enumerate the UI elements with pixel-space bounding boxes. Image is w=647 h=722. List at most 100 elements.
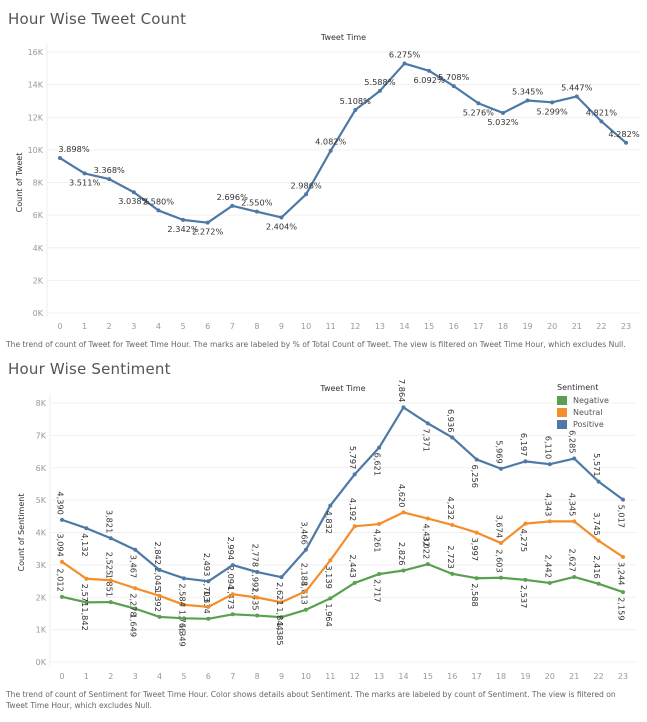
data-label: 4,192 xyxy=(348,498,358,521)
data-label: 2,537 xyxy=(519,585,529,608)
data-point xyxy=(108,578,113,583)
data-label: 5.032% xyxy=(487,117,518,127)
y-tick-label: 3K xyxy=(36,561,47,570)
legend-label: Negative xyxy=(573,396,609,405)
x-tick-label: 18 xyxy=(498,322,508,331)
data-label: 4,343 xyxy=(543,493,553,516)
x-tick-label: 23 xyxy=(621,322,631,331)
data-label: 4,345 xyxy=(568,493,578,516)
x-tick-label: 22 xyxy=(594,672,604,681)
data-point xyxy=(353,107,358,112)
data-point xyxy=(599,119,604,124)
data-point xyxy=(133,606,138,611)
data-point xyxy=(328,596,333,601)
x-tick-label: 17 xyxy=(473,322,483,331)
x-tick-label: 15 xyxy=(424,322,434,331)
y-tick-label: 8K xyxy=(36,399,47,408)
x-tick-label: 10 xyxy=(301,672,311,681)
data-point xyxy=(255,570,260,575)
data-point xyxy=(550,100,555,105)
legend-item-negative[interactable]: Negative xyxy=(557,396,609,405)
data-point xyxy=(621,590,625,595)
x-tick-label: 4 xyxy=(156,322,161,331)
data-label: 4,620 xyxy=(397,484,407,507)
data-label: 5.588% xyxy=(364,77,395,87)
x-tick-label: 11 xyxy=(326,322,336,331)
legend-swatch-neutral xyxy=(557,408,567,417)
data-point xyxy=(157,614,162,619)
data-label: 3,466 xyxy=(299,521,309,544)
data-label: 2,842 xyxy=(153,542,163,565)
x-tick-label: 21 xyxy=(569,672,579,681)
y-tick-label: 4K xyxy=(33,244,44,253)
x-tick-label: 4 xyxy=(157,672,162,681)
data-point xyxy=(84,526,89,531)
data-point xyxy=(279,600,284,605)
x-tick-label: 9 xyxy=(279,672,284,681)
data-point xyxy=(547,519,552,524)
data-label: 1,842 xyxy=(80,607,90,630)
data-point xyxy=(206,604,211,609)
data-point xyxy=(279,615,284,620)
data-point xyxy=(60,517,64,522)
data-point xyxy=(476,101,481,106)
data-point xyxy=(425,421,430,426)
data-point xyxy=(181,616,186,621)
legend-item-neutral[interactable]: Neutral xyxy=(557,408,609,417)
data-point xyxy=(108,600,113,605)
data-point xyxy=(303,547,308,552)
data-point xyxy=(425,562,430,567)
x-tick-label: 7 xyxy=(230,322,235,331)
data-point xyxy=(401,405,406,410)
legend-title: Sentiment xyxy=(557,383,599,392)
x-tick-label: 15 xyxy=(423,672,433,681)
data-point xyxy=(525,98,530,103)
x-tick-label: 23 xyxy=(618,672,628,681)
data-label: 2,571 xyxy=(80,584,90,607)
legend-label: Positive xyxy=(573,420,604,429)
x-tick-label: 10 xyxy=(301,322,311,331)
y-tick-label: 7K xyxy=(36,431,47,440)
x-tick-label: 16 xyxy=(447,672,457,681)
data-point xyxy=(328,148,333,153)
data-label: 2,778 xyxy=(251,544,261,567)
data-point xyxy=(352,472,357,477)
data-label: 1,649 xyxy=(129,614,139,637)
x-tick-label: 5 xyxy=(180,322,185,331)
x-tick-label: 0 xyxy=(59,672,64,681)
data-point xyxy=(230,203,235,208)
data-point xyxy=(596,538,601,543)
data-label: 5.447% xyxy=(561,82,592,92)
x-tick-label: 20 xyxy=(547,322,557,331)
x-tick-label: 11 xyxy=(325,672,335,681)
data-label: 3,094 xyxy=(56,533,66,556)
data-point xyxy=(84,600,89,605)
data-point xyxy=(451,84,456,89)
y-tick-label: 6K xyxy=(36,464,47,473)
data-label: 3,745 xyxy=(592,512,602,535)
data-point xyxy=(230,592,235,597)
data-point xyxy=(499,575,504,580)
x-tick-label: 19 xyxy=(520,672,530,681)
data-point xyxy=(181,576,186,581)
data-label: 1,964 xyxy=(324,603,334,626)
legend-item-positive[interactable]: Positive xyxy=(557,420,609,429)
data-point xyxy=(352,524,357,529)
y-tick-label: 8K xyxy=(33,179,44,188)
series-line-count-of-tweet xyxy=(59,62,627,224)
data-label: 3.368% xyxy=(94,165,125,175)
data-label: 5.108% xyxy=(340,96,371,106)
y-axis-title: Count of Tweet xyxy=(15,153,24,213)
data-point xyxy=(303,589,308,594)
x-tick-label: 12 xyxy=(350,322,360,331)
data-point xyxy=(279,215,284,220)
data-label: 1,766 xyxy=(177,610,187,633)
data-label: 2,588 xyxy=(470,583,480,606)
x-tick-label: 13 xyxy=(375,322,385,331)
data-point xyxy=(402,61,407,66)
data-label: 5,017 xyxy=(617,505,627,528)
data-point xyxy=(474,576,479,581)
data-label: 5.276% xyxy=(463,107,494,117)
data-label: 3,139 xyxy=(324,565,334,588)
